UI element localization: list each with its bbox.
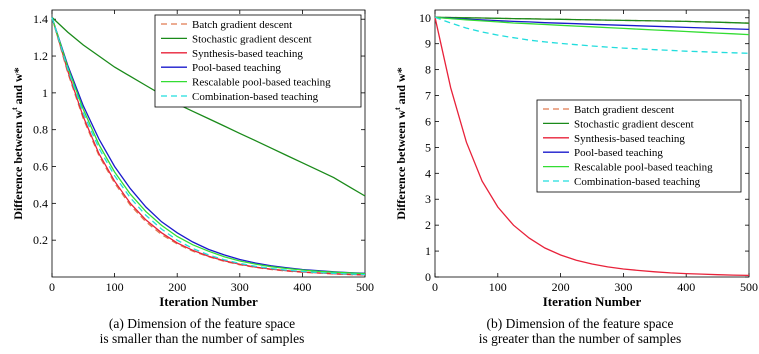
chart-left-ytick-label: 0.6 xyxy=(33,160,48,174)
chart-right-legend-label-0: Batch gradient descent xyxy=(574,104,674,116)
chart-right-ytick-label: 3 xyxy=(425,192,431,206)
chart-right-series-4-line xyxy=(434,16,750,36)
chart-left-legend-label-3: Pool-based teaching xyxy=(192,62,281,74)
chart-left: 0 100 200 300 400 500 0.2 0.4 0.6 0.8 1 1.2 1.4 Itera… xyxy=(10,9,374,309)
chart-right-series-5-line xyxy=(434,16,750,54)
caption-left: (a) Dimension of the feature space is sm… xyxy=(52,316,352,346)
caption-right-line-2: is greater than the number of samples xyxy=(478,331,682,346)
chart-left-xtick-label: 0 xyxy=(49,280,55,294)
chart-left-legend-label-4: Rescalable pool-based teaching xyxy=(192,77,331,89)
chart-right-ylabel-main: Difference between w xyxy=(394,110,408,220)
chart-left-ytick-label: 1.2 xyxy=(33,49,48,63)
chart-right-ytick-label: 7 xyxy=(425,89,431,103)
chart-right-ylabel-superscript: t xyxy=(393,107,402,110)
chart-left-ylabel: Difference between wt and w* xyxy=(10,67,25,219)
chart-right-ylabel-tail: and w* xyxy=(394,67,408,107)
chart-right-ytick-label: 4 xyxy=(425,166,431,180)
chart-right-ytick-label: 0 xyxy=(425,270,431,284)
chart-left-ylabel-superscript: t xyxy=(10,107,19,110)
chart-right-ytick-label: 6 xyxy=(425,114,431,128)
caption-left-line-1: (a) Dimension of the feature space xyxy=(108,316,296,331)
chart-left-xtick-label: 200 xyxy=(168,280,186,294)
chart-right-ytick-label: 5 xyxy=(425,140,431,154)
chart-left-xlabel: Iteration Number xyxy=(159,294,258,309)
chart-right-legend-label-5: Combination-based teaching xyxy=(574,176,701,188)
chart-right-legend-label-3: Pool-based teaching xyxy=(574,147,663,159)
chart-left-xtick-label: 100 xyxy=(106,280,124,294)
chart-left-legend-box xyxy=(154,14,362,108)
chart-left-axes-box xyxy=(51,9,366,278)
chart-right-legend-label-4: Rescalable pool-based teaching xyxy=(574,162,713,174)
chart-right-xtick-label: 200 xyxy=(552,280,570,294)
chart-left-ytick-label: 0.2 xyxy=(33,233,48,247)
chart-left-series-4-line xyxy=(51,17,366,275)
chart-left-ylabel-tail: and w* xyxy=(11,67,25,107)
chart-right-xlabel: Iteration Number xyxy=(543,294,642,309)
chart-left-ytick-label: 0.4 xyxy=(33,196,48,210)
chart-left-legend-label-2: Synthesis-based teaching xyxy=(192,48,303,60)
chart-right-ylabel: Difference between wt and w* xyxy=(393,67,408,219)
chart-left-legend-label-1: Stochastic gradient descent xyxy=(192,33,312,45)
chart-left-series-1-line xyxy=(51,16,366,197)
chart-right: 0 100 200 300 400 500 0 1 2 3 4 5 6 7 8 9 10 Iteration Nu… xyxy=(393,9,758,309)
caption-left-line-2: is smaller than the number of samples xyxy=(99,331,305,346)
chart-right-ytick-label: 10 xyxy=(419,11,431,25)
chart-left-ytick-label: 1.4 xyxy=(33,12,48,26)
chart-left-legend: Batch gradient descent Stochastic gradien… xyxy=(154,14,362,108)
chart-right-legend-label-1: Stochastic gradient descent xyxy=(574,118,694,130)
chart-right-series-3-line xyxy=(434,16,750,31)
chart-right-xtick-label: 100 xyxy=(489,280,507,294)
chart-right-legend: Batch gradient descent Stochastic gradien… xyxy=(536,99,742,193)
chart-right-axes-box xyxy=(434,9,750,278)
chart-left-xtick-label: 500 xyxy=(356,280,374,294)
chart-right-ytick-label: 1 xyxy=(425,244,431,258)
caption-right-line-1: (b) Dimension of the feature space xyxy=(486,316,674,331)
chart-right-xtick-label: 500 xyxy=(740,280,758,294)
caption-right: (b) Dimension of the feature space is gr… xyxy=(430,316,730,346)
chart-left-legend-label-0: Batch gradient descent xyxy=(192,19,292,31)
chart-right-legend-label-2: Synthesis-based teaching xyxy=(574,133,685,145)
chart-right-xtick-label: 300 xyxy=(614,280,632,294)
chart-left-xtick-label: 400 xyxy=(293,280,311,294)
chart-left-ytick-label: 0.8 xyxy=(33,123,48,137)
chart-right-xtick-label: 0 xyxy=(432,280,438,294)
chart-right-legend-box xyxy=(536,99,742,193)
chart-left-ytick-label: 1 xyxy=(42,86,48,100)
chart-left-ylabel-main: Difference between w xyxy=(11,110,25,220)
chart-right-series-1-line xyxy=(434,16,750,24)
chart-right-ytick-label: 2 xyxy=(425,218,431,232)
chart-right-ytick-label: 8 xyxy=(425,63,431,77)
chart-right-series-2-line xyxy=(434,17,750,277)
chart-left-legend-label-5: Combination-based teaching xyxy=(192,91,319,103)
chart-right-ytick-label: 9 xyxy=(425,37,431,51)
chart-left-series-5-line xyxy=(51,17,366,276)
chart-left-xtick-label: 300 xyxy=(231,280,249,294)
chart-right-xtick-label: 400 xyxy=(677,280,695,294)
